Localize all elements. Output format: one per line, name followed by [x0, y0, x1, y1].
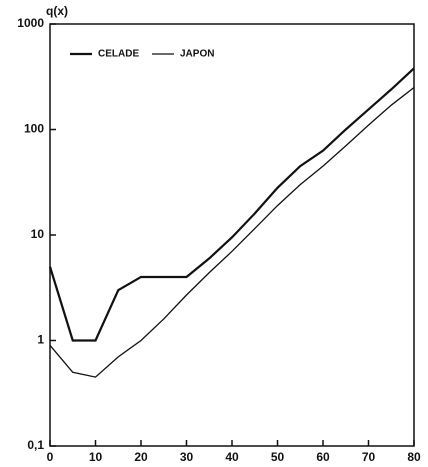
series-line	[48, 67, 415, 342]
x-tick-label: 30	[180, 450, 194, 464]
x-tick-label: 60	[316, 450, 330, 464]
y-axis-label: q(x)	[46, 4, 68, 18]
y-tick-label: 1000	[17, 16, 44, 30]
x-tick-label: 0	[47, 450, 54, 464]
legend-label: JAPON	[180, 49, 214, 60]
y-tick-label: 0,1	[27, 438, 44, 452]
x-tick-label: 80	[407, 450, 421, 464]
x-tick-label: 70	[362, 450, 376, 464]
plot-frame	[49, 23, 415, 447]
x-tick-label: 20	[134, 450, 148, 464]
series-line	[49, 87, 415, 378]
y-tick-label: 1	[37, 333, 44, 347]
x-tick-label: 10	[89, 450, 103, 464]
legend-label: CELADE	[98, 49, 139, 60]
x-tick-label: 40	[225, 450, 239, 464]
y-tick-label: 100	[24, 122, 44, 136]
y-tick-label: 10	[31, 227, 45, 241]
x-tick-label: 50	[271, 450, 285, 464]
